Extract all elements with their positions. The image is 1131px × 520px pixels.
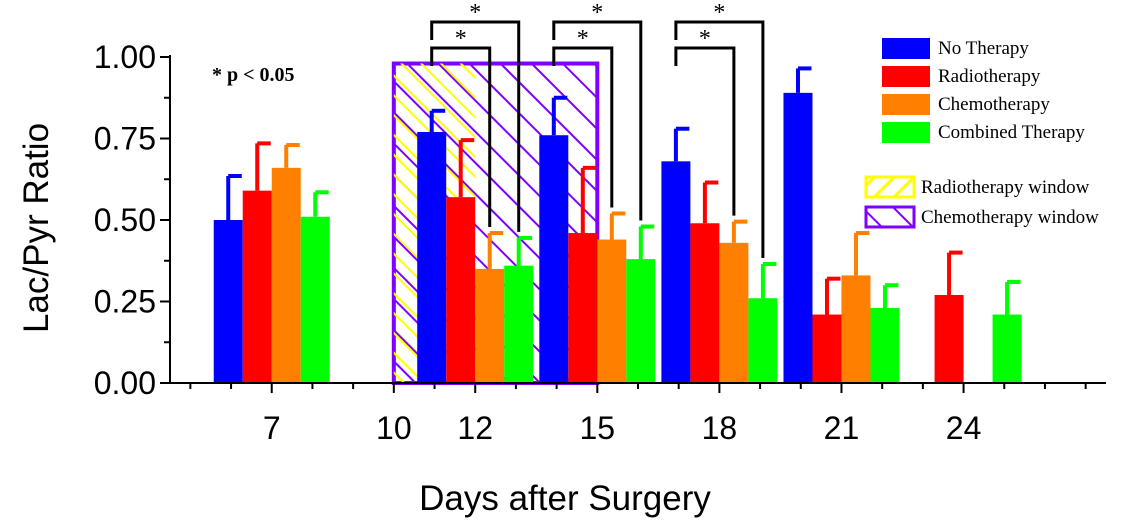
- y-tick-label: 0.00: [94, 365, 156, 401]
- bar: [934, 294, 964, 383]
- significance-star: *: [577, 26, 589, 52]
- bar: [504, 265, 534, 383]
- significance-bracket: [430, 20, 521, 232]
- x-axis-title: Days after Surgery: [419, 479, 711, 518]
- bar: [841, 275, 871, 383]
- significance-brackets: ******: [430, 0, 765, 259]
- significance-bracket: [552, 46, 614, 208]
- legend-swatch: [864, 175, 916, 199]
- legend-label: Chemotherapy: [938, 94, 1050, 115]
- bar: [870, 308, 900, 383]
- x-tick-label: 18: [702, 410, 738, 446]
- significance-bracket: [430, 46, 492, 228]
- bar: [539, 135, 569, 383]
- significance-star: *: [469, 0, 481, 26]
- y-tick-label: 0.75: [94, 121, 156, 157]
- bar: [568, 233, 598, 383]
- legend-label: Chemotherapy window: [921, 207, 1099, 228]
- legend-swatch: [882, 94, 930, 115]
- p-value-note: * p < 0.05: [212, 64, 295, 86]
- x-tick-label: 21: [824, 410, 860, 446]
- bar: [446, 197, 476, 383]
- bar: [417, 131, 447, 383]
- x-tick-label: 7: [263, 410, 281, 446]
- significance-star: *: [713, 0, 725, 26]
- bar: [597, 239, 627, 383]
- axes: 0.00 0.25 0.50 0.75 1.00 7 10 12 15 18 21 24: [94, 39, 1106, 446]
- bar: [271, 167, 301, 383]
- bar: [992, 314, 1022, 383]
- bar: [783, 92, 813, 384]
- x-tick-label: 10: [376, 410, 412, 446]
- x-tick-label: 15: [580, 410, 616, 446]
- legend-swatch: [882, 122, 930, 143]
- bar: [690, 223, 720, 383]
- legend-label: No Therapy: [938, 38, 1029, 59]
- bar: [242, 190, 272, 383]
- bar: [300, 216, 330, 383]
- legend-swatch: [864, 205, 916, 229]
- legend-swatch: [882, 38, 930, 59]
- y-axis-title: Lac/Pyr Ratio: [17, 123, 56, 333]
- bar: [475, 268, 505, 383]
- bar: [812, 314, 842, 383]
- legend-label: Combined Therapy: [938, 122, 1085, 143]
- significance-bracket: [552, 20, 643, 221]
- bar: [748, 298, 778, 383]
- bar: [719, 242, 749, 383]
- significance-star: *: [699, 26, 711, 52]
- legend-label: Radiotherapy: [938, 66, 1041, 87]
- bar: [626, 259, 656, 383]
- significance-star: *: [455, 26, 467, 52]
- bars: [213, 66, 1022, 384]
- y-tick-label: 0.25: [94, 284, 156, 320]
- x-tick-label: 24: [946, 410, 982, 446]
- bar: [213, 220, 243, 383]
- y-tick-label: 1.00: [94, 39, 156, 75]
- legend-swatch: [882, 66, 930, 87]
- significance-bracket: [674, 46, 736, 216]
- legend-label: Radiotherapy window: [921, 177, 1090, 198]
- x-tick-label: 12: [457, 410, 493, 446]
- significance-bracket: [674, 20, 765, 259]
- significance-star: *: [591, 0, 603, 26]
- y-tick-label: 0.50: [94, 202, 156, 238]
- legend: No Therapy Radiotherapy Chemotherapy Combin…: [864, 38, 1099, 229]
- bar: [661, 161, 691, 383]
